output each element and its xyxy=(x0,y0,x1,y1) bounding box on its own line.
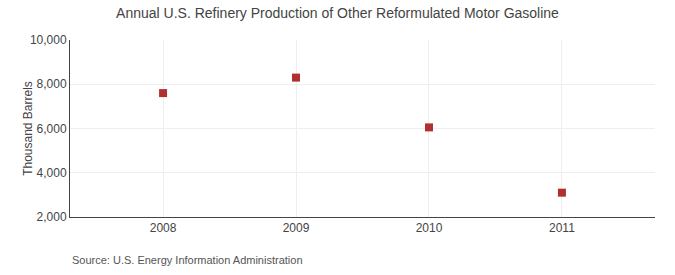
svg-text:8,000: 8,000 xyxy=(37,77,67,91)
svg-text:10,000: 10,000 xyxy=(30,33,67,47)
svg-text:2010: 2010 xyxy=(416,221,443,235)
svg-text:Source: U.S. Energy Informatio: Source: U.S. Energy Information Administ… xyxy=(72,254,303,266)
svg-text:2009: 2009 xyxy=(283,221,310,235)
svg-text:2011: 2011 xyxy=(549,221,575,235)
svg-text:6,000: 6,000 xyxy=(37,122,67,136)
svg-text:Thousand Barrels: Thousand Barrels xyxy=(21,81,35,176)
svg-text:2,000: 2,000 xyxy=(37,210,67,224)
svg-text:Annual U.S. Refinery Productio: Annual U.S. Refinery Production of Other… xyxy=(116,5,559,21)
svg-text:2008: 2008 xyxy=(150,221,177,235)
svg-text:4,000: 4,000 xyxy=(37,166,67,180)
